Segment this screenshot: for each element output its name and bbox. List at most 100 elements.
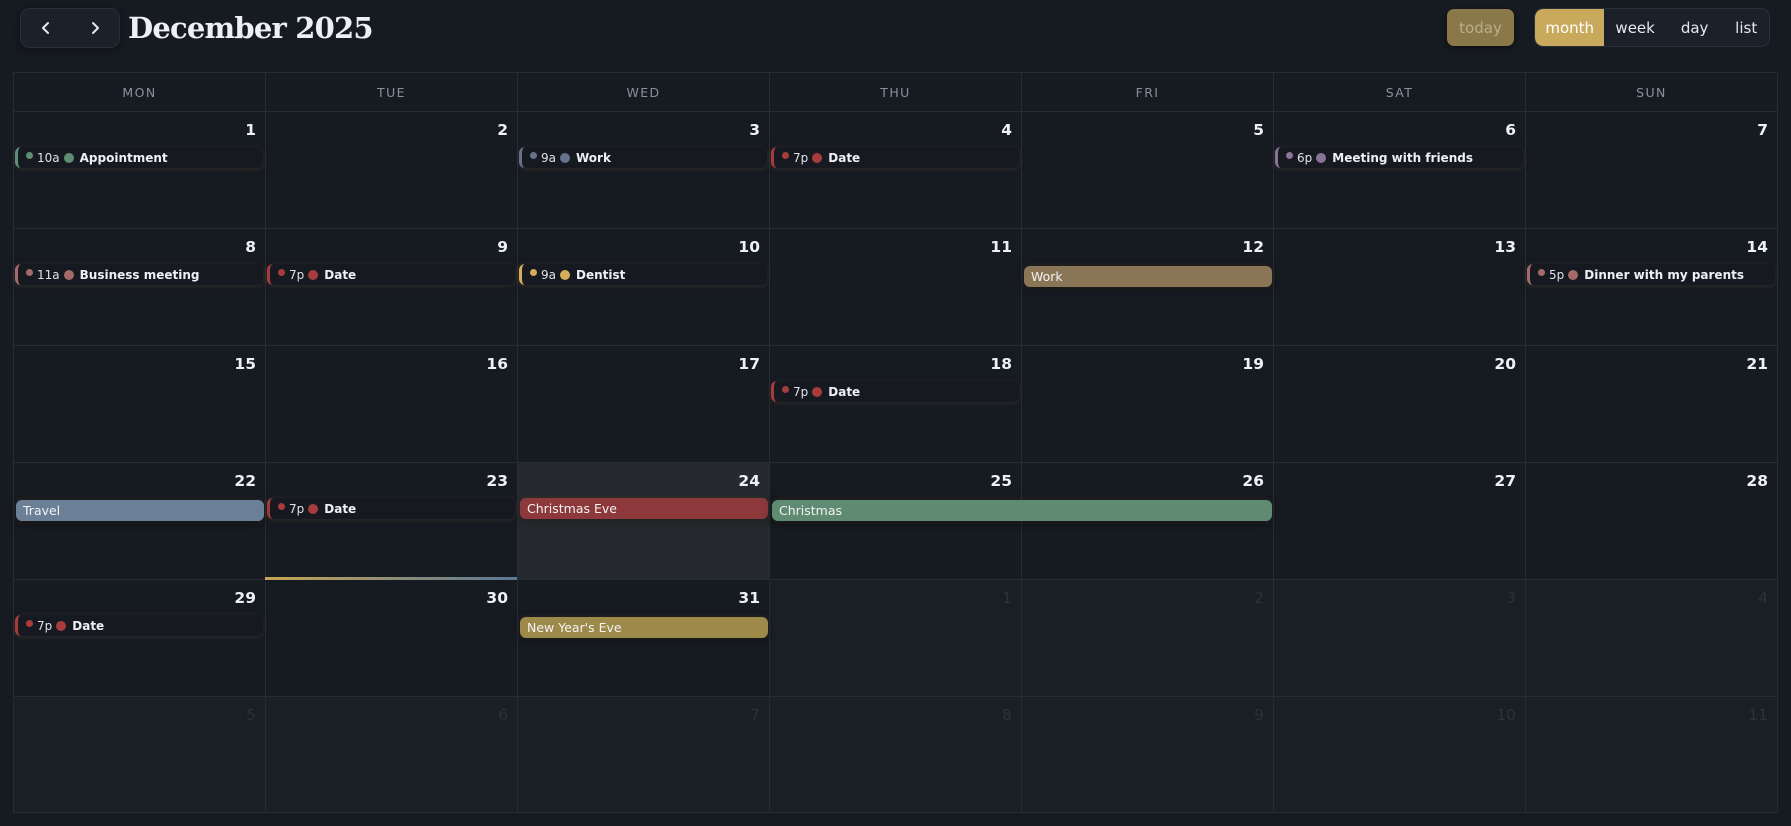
allday-event[interactable]: Work <box>1024 266 1272 287</box>
day-cell[interactable]: 11 <box>770 229 1022 346</box>
day-number[interactable]: 29 <box>234 589 256 607</box>
day-number[interactable]: 20 <box>1494 355 1516 373</box>
allday-event[interactable]: New Year's Eve <box>520 617 768 638</box>
day-cell[interactable]: 22 <box>14 463 266 580</box>
day-number[interactable]: 16 <box>486 355 508 373</box>
timed-event[interactable]: 5p Dinner with my parents <box>1527 264 1775 285</box>
day-cell[interactable]: 18 <box>770 346 1022 463</box>
view-day-button[interactable]: day <box>1680 18 1709 37</box>
day-cell[interactable]: 10 <box>518 229 770 346</box>
day-cell[interactable]: 3 <box>518 112 770 229</box>
day-number[interactable]: 7 <box>1757 121 1768 139</box>
day-number[interactable]: 9 <box>497 238 508 256</box>
day-cell[interactable]: 6 <box>1274 112 1526 229</box>
day-cell[interactable]: 5 <box>1022 112 1274 229</box>
day-number[interactable]: 9 <box>1254 706 1264 724</box>
today-button[interactable]: today <box>1447 9 1514 46</box>
day-cell[interactable]: 1 <box>14 112 266 229</box>
day-number[interactable]: 4 <box>1758 589 1768 607</box>
day-cell[interactable]: 2 <box>266 112 518 229</box>
day-cell[interactable]: 11 <box>1526 697 1778 813</box>
day-number[interactable]: 1 <box>245 121 256 139</box>
day-cell[interactable]: 2 <box>1022 580 1274 697</box>
day-cell[interactable]: 23 <box>266 463 518 580</box>
day-number[interactable]: 14 <box>1746 238 1768 256</box>
day-number[interactable]: 25 <box>990 472 1012 490</box>
day-number[interactable]: 3 <box>749 121 760 139</box>
day-number[interactable]: 5 <box>246 706 256 724</box>
day-cell[interactable]: 17 <box>518 346 770 463</box>
day-cell[interactable]: 13 <box>1274 229 1526 346</box>
timed-event[interactable]: 7p Date <box>771 381 1019 402</box>
day-number[interactable]: 23 <box>486 472 508 490</box>
next-month-button[interactable] <box>75 10 115 46</box>
day-cell[interactable]: 16 <box>266 346 518 463</box>
prev-month-button[interactable] <box>26 10 66 46</box>
day-number[interactable]: 6 <box>1505 121 1516 139</box>
day-number[interactable]: 4 <box>1001 121 1012 139</box>
day-number[interactable]: 7 <box>750 706 760 724</box>
day-number[interactable]: 2 <box>1254 589 1264 607</box>
view-week-button[interactable]: week <box>1615 18 1655 37</box>
timed-event[interactable]: 10a Appointment <box>15 147 263 168</box>
allday-event[interactable]: Travel <box>16 500 264 521</box>
allday-event[interactable]: Christmas Eve <box>520 498 768 519</box>
day-number[interactable]: 8 <box>245 238 256 256</box>
view-list-button[interactable]: list <box>1735 18 1758 37</box>
day-cell[interactable]: 9 <box>1022 697 1274 813</box>
day-number[interactable]: 10 <box>1496 706 1516 724</box>
day-number[interactable]: 26 <box>1242 472 1264 490</box>
day-cell[interactable]: 1 <box>770 580 1022 697</box>
day-number[interactable]: 2 <box>497 121 508 139</box>
day-cell[interactable]: 4 <box>770 112 1022 229</box>
day-cell[interactable]: 26 <box>1022 463 1274 580</box>
day-cell[interactable]: 19 <box>1022 346 1274 463</box>
day-cell[interactable]: 9 <box>266 229 518 346</box>
day-number[interactable]: 11 <box>1748 706 1768 724</box>
day-cell[interactable]: 28 <box>1526 463 1778 580</box>
day-cell[interactable]: 25 <box>770 463 1022 580</box>
day-cell[interactable]: 31 <box>518 580 770 697</box>
day-number[interactable]: 17 <box>738 355 760 373</box>
timed-event[interactable]: 6p Meeting with friends <box>1275 147 1523 168</box>
day-cell[interactable]: 8 <box>770 697 1022 813</box>
day-number[interactable]: 3 <box>1506 589 1516 607</box>
day-cell[interactable]: 20 <box>1274 346 1526 463</box>
day-number[interactable]: 24 <box>738 472 760 490</box>
day-number[interactable]: 13 <box>1494 238 1516 256</box>
timed-event[interactable]: 7p Date <box>771 147 1019 168</box>
timed-event[interactable]: 7p Date <box>267 264 515 285</box>
day-number[interactable]: 10 <box>738 238 760 256</box>
day-cell[interactable]: 7 <box>1526 112 1778 229</box>
day-number[interactable]: 5 <box>1253 121 1264 139</box>
allday-event[interactable]: Christmas <box>772 500 1272 521</box>
timed-event[interactable]: 9a Dentist <box>519 264 767 285</box>
day-cell[interactable]: 29 <box>14 580 266 697</box>
day-number[interactable]: 1 <box>1002 589 1012 607</box>
day-cell[interactable]: 4 <box>1526 580 1778 697</box>
day-cell[interactable]: 10 <box>1274 697 1526 813</box>
timed-event[interactable]: 11a Business meeting <box>15 264 263 285</box>
day-number[interactable]: 6 <box>498 706 508 724</box>
day-cell[interactable]: 8 <box>14 229 266 346</box>
day-number[interactable]: 28 <box>1746 472 1768 490</box>
day-cell-today[interactable]: 24 <box>518 463 770 580</box>
day-number[interactable]: 22 <box>234 472 256 490</box>
day-number[interactable]: 18 <box>990 355 1012 373</box>
day-cell[interactable]: 14 <box>1526 229 1778 346</box>
day-number[interactable]: 11 <box>990 238 1012 256</box>
day-cell[interactable]: 21 <box>1526 346 1778 463</box>
day-number[interactable]: 21 <box>1746 355 1768 373</box>
day-number[interactable]: 8 <box>1002 706 1012 724</box>
day-cell[interactable]: 27 <box>1274 463 1526 580</box>
day-cell[interactable]: 15 <box>14 346 266 463</box>
timed-event[interactable]: 7p Date <box>267 498 515 519</box>
day-number[interactable]: 19 <box>1242 355 1264 373</box>
day-number[interactable]: 15 <box>234 355 256 373</box>
timed-event[interactable]: 9a Work <box>519 147 767 168</box>
day-cell[interactable]: 5 <box>14 697 266 813</box>
day-cell[interactable]: 12 <box>1022 229 1274 346</box>
day-cell[interactable]: 3 <box>1274 580 1526 697</box>
day-number[interactable]: 30 <box>486 589 508 607</box>
day-cell[interactable]: 30 <box>266 580 518 697</box>
